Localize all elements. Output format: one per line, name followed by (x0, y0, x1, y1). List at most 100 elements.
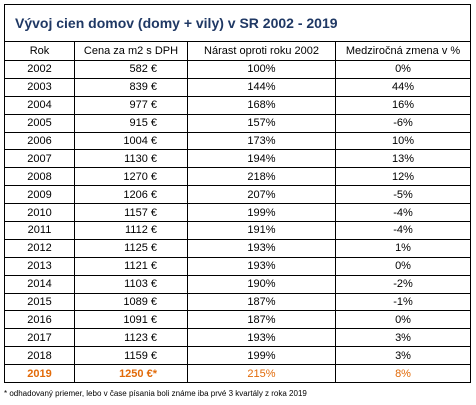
table-body: Vývoj cien domov (domy + vily) v SR 2002… (3, 4, 472, 384)
cell: 2013 (4, 256, 75, 276)
cell: 1270 € (74, 167, 188, 187)
data-row: 2009 1206 €207% -5% (4, 185, 472, 205)
cell: 218% (187, 167, 336, 187)
cell: -5% (334, 185, 472, 205)
cell: 2005 (4, 113, 75, 133)
header-cell: Nárast oproti roku 2002 (187, 41, 336, 61)
cell: 187% (187, 292, 336, 312)
cell: -6% (334, 113, 472, 133)
data-row: 2016 1091 €187% 0% (4, 310, 472, 330)
cell: 1123 € (74, 328, 188, 348)
price-table: Vývoj cien domov (domy + vily) v SR 2002… (3, 4, 472, 384)
cell: 2010 (4, 203, 75, 223)
cell: 2008 (4, 167, 75, 187)
data-row: 2012 1125 €193% 1% (4, 238, 472, 258)
cell: 0% (334, 256, 472, 276)
cell: 3% (334, 346, 472, 366)
cell: 1004 € (74, 131, 188, 151)
data-row: 2006 1004 €173% 10% (4, 131, 472, 151)
cell: 193% (187, 256, 336, 276)
cell: 2012 (4, 238, 75, 258)
cell: 16% (334, 95, 472, 115)
cell: 193% (187, 238, 336, 258)
cell: -1% (334, 292, 472, 312)
header-row: Rok Cena za m2 s DPH Nárast oproti roku 20… (4, 41, 472, 61)
data-row: 2004 977 €168% 16% (4, 95, 472, 115)
cell: 2009 (4, 185, 75, 205)
cell: 44% (334, 77, 472, 97)
data-row: 2003 839 €144% 44% (4, 77, 472, 97)
cell: 194% (187, 149, 336, 169)
cell: -4% (334, 221, 472, 240)
cell: 1157 € (74, 203, 188, 223)
cell: 977 € (74, 95, 188, 115)
data-row: 2010 1157 €199% -4% (4, 203, 472, 223)
cell: 173% (187, 131, 336, 151)
cell: 0% (334, 60, 472, 79)
cell: 190% (187, 274, 336, 294)
data-row: 2019 1250 €* 215% 8% (4, 364, 472, 384)
footnote: * odhadovaný priemer, lebo v čase písani… (4, 389, 307, 398)
cell: 2017 (4, 328, 75, 348)
cell: 1% (334, 238, 472, 258)
data-row: 2014 1103 €190% -2% (4, 274, 472, 294)
cell: 1112 € (74, 221, 188, 240)
cell: 144% (187, 77, 336, 97)
title-row: Vývoj cien domov (domy + vily) v SR 2002… (3, 4, 472, 42)
cell: 157% (187, 113, 336, 133)
header-cell: Rok (4, 41, 75, 61)
cell: 12% (334, 167, 472, 187)
cell: 215% (187, 364, 336, 384)
cell: 1103 € (74, 274, 188, 294)
cell: 100% (187, 60, 336, 79)
cell: 2002 (4, 60, 75, 79)
cell: 2003 (4, 77, 75, 97)
cell: 2006 (4, 131, 75, 151)
table-wrap: Vývoj cien domov (domy + vily) v SR 2002… (3, 4, 472, 384)
cell: 1130 € (74, 149, 188, 169)
cell: 207% (187, 185, 336, 205)
cell: 187% (187, 310, 336, 330)
cell: 10% (334, 131, 472, 151)
header-cell: Cena za m2 s DPH (74, 41, 188, 61)
header-cell: Medziročná zmena v % (334, 41, 472, 61)
data-row: 2015 1089 €187% -1% (4, 292, 472, 312)
cell: 1159 € (74, 346, 188, 366)
cell: 3% (334, 328, 472, 348)
cell: 582 € (74, 60, 188, 79)
cell: -4% (334, 203, 472, 223)
cell: 915 € (74, 113, 188, 133)
cell: 193% (187, 328, 336, 348)
cell: 1089 € (74, 292, 188, 312)
cell: 8% (334, 364, 472, 384)
cell: 199% (187, 203, 336, 223)
cell: 199% (187, 346, 336, 366)
cell: 2015 (4, 292, 75, 312)
cell: 2018 (4, 346, 75, 366)
cell: 1206 € (74, 185, 188, 205)
cell: 2019 (4, 364, 75, 384)
cell: 2014 (4, 274, 75, 294)
cell: 1250 €* (74, 364, 188, 384)
cell: 1121 € (74, 256, 188, 276)
table-title: Vývoj cien domov (domy + vily) v SR 2002… (3, 4, 472, 42)
cell: 2016 (4, 310, 75, 330)
cell: 2011 (4, 221, 75, 240)
cell: 168% (187, 95, 336, 115)
cell: 13% (334, 149, 472, 169)
data-row: 2002 582 €100% 0% (4, 60, 472, 79)
cell: 0% (334, 310, 472, 330)
cell: 1125 € (74, 238, 188, 258)
data-row: 2005 915 €157% -6% (4, 113, 472, 133)
cell: 839 € (74, 77, 188, 97)
data-row: 2007 1130 €194% 13% (4, 149, 472, 169)
data-row: 2013 1121 €193% 0% (4, 256, 472, 276)
cell: 2004 (4, 95, 75, 115)
cell: -2% (334, 274, 472, 294)
cell: 1091 € (74, 310, 188, 330)
data-row: 2018 1159 €199% 3% (4, 346, 472, 366)
data-row: 2008 1270 €218% 12% (4, 167, 472, 187)
data-row: 2017 1123 €193% 3% (4, 328, 472, 348)
data-row: 2011 1112 €191% -4% (4, 221, 472, 240)
